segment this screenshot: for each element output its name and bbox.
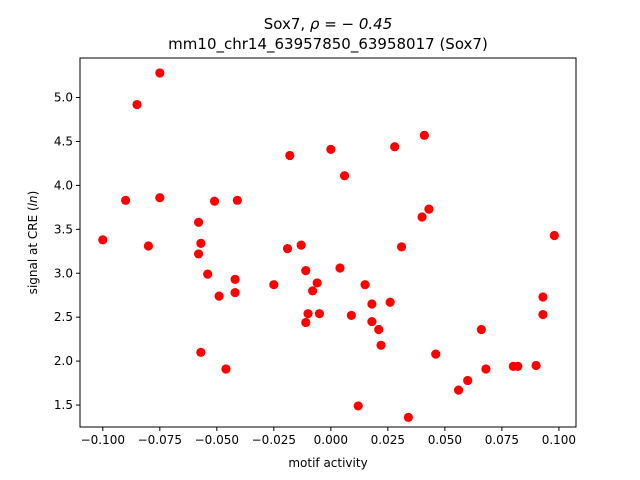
data-point-13 (221, 364, 231, 374)
title-rho: ρ = − 0.45 (310, 15, 392, 33)
data-point-10 (203, 269, 213, 279)
data-point-47 (476, 324, 486, 335)
data-point-2 (132, 99, 142, 110)
data-point-3 (143, 241, 154, 251)
data-point-45 (453, 385, 464, 395)
data-point-25 (312, 278, 322, 288)
data-point-41 (417, 212, 427, 222)
data-point-39 (396, 242, 407, 252)
x-tick-label: −0.100 (81, 433, 125, 447)
y-tick-label: 2.5 (54, 310, 73, 324)
data-point-44 (431, 349, 441, 359)
data-point-15 (230, 287, 240, 298)
y-tick-label: 4.5 (54, 134, 73, 148)
x-axis: −0.100 −0.075 −0.050 −0.025 0.000 0.025 0.050 0… (81, 427, 576, 447)
data-point-4 (155, 68, 165, 78)
data-point-19 (285, 150, 295, 161)
data-point-53 (538, 309, 548, 320)
data-point-33 (367, 299, 377, 309)
data-point-52 (538, 292, 548, 302)
data-point-34 (367, 316, 377, 327)
data-point-20 (296, 240, 306, 250)
data-point-18 (282, 244, 293, 254)
data-point-17 (269, 280, 279, 290)
data-point-36 (376, 340, 386, 350)
chart-title-line2: mm10_chr14_63957850_63958017 (Sox7) (168, 35, 488, 54)
ylabel-suffix: ) (26, 191, 40, 196)
data-point-12 (214, 291, 224, 301)
data-point-31 (353, 401, 363, 411)
x-tick-label: −0.050 (195, 433, 239, 447)
points-layer (98, 68, 559, 422)
data-point-7 (196, 238, 206, 248)
plot-area-frame (79, 57, 577, 428)
data-point-22 (303, 309, 313, 319)
data-point-50 (513, 361, 523, 371)
data-point-37 (385, 297, 395, 307)
x-tick-label: 0.050 (428, 433, 462, 447)
x-tick-label: 0.075 (485, 433, 519, 447)
data-point-6 (193, 217, 204, 227)
y-tick-label: 4.0 (54, 178, 73, 192)
data-point-24 (308, 286, 318, 296)
data-point-1 (121, 195, 131, 205)
data-point-30 (346, 310, 356, 321)
data-point-26 (314, 309, 325, 319)
x-tick-label: −0.025 (252, 433, 296, 447)
ylabel-ln: ln (26, 195, 40, 206)
data-point-14 (230, 274, 240, 284)
data-point-43 (424, 204, 434, 214)
data-point-11 (209, 196, 220, 206)
data-point-23 (301, 317, 311, 328)
data-point-29 (339, 171, 350, 181)
y-tick-label: 1.5 (54, 398, 73, 412)
y-tick-label: 3.5 (54, 222, 73, 236)
data-point-35 (374, 324, 384, 335)
y-axis-label: signal at CRE (ln) (26, 191, 40, 295)
data-point-16 (232, 195, 242, 205)
data-point-21 (301, 266, 311, 276)
data-point-32 (360, 280, 370, 290)
data-point-28 (335, 263, 345, 273)
x-tick-label: −0.075 (138, 433, 182, 447)
data-point-38 (390, 142, 400, 152)
y-tick-label: 3.0 (54, 266, 73, 280)
data-point-27 (326, 144, 336, 154)
data-point-51 (531, 360, 541, 371)
data-point-8 (193, 249, 204, 259)
x-tick-label: 0.100 (542, 433, 576, 447)
chart-title-line1: Sox7, ρ = − 0.45 (264, 15, 393, 33)
data-point-5 (155, 193, 165, 203)
y-axis: 1.5 2.0 2.5 3.0 3.5 4.0 4.5 5.0 (54, 91, 80, 412)
title-prefix: Sox7, (264, 15, 310, 33)
data-point-0 (98, 235, 108, 245)
data-point-9 (196, 347, 206, 357)
x-tick-label: 0.000 (314, 433, 348, 447)
data-point-48 (481, 364, 491, 374)
x-tick-label: 0.025 (371, 433, 405, 447)
y-tick-label: 5.0 (54, 91, 73, 105)
data-point-40 (403, 412, 413, 422)
ylabel-prefix: signal at CRE ( (26, 206, 40, 294)
data-point-46 (463, 375, 473, 386)
data-point-54 (549, 230, 559, 241)
y-tick-label: 2.0 (54, 354, 73, 368)
data-point-42 (419, 130, 429, 140)
x-axis-label: motif activity (288, 456, 367, 470)
